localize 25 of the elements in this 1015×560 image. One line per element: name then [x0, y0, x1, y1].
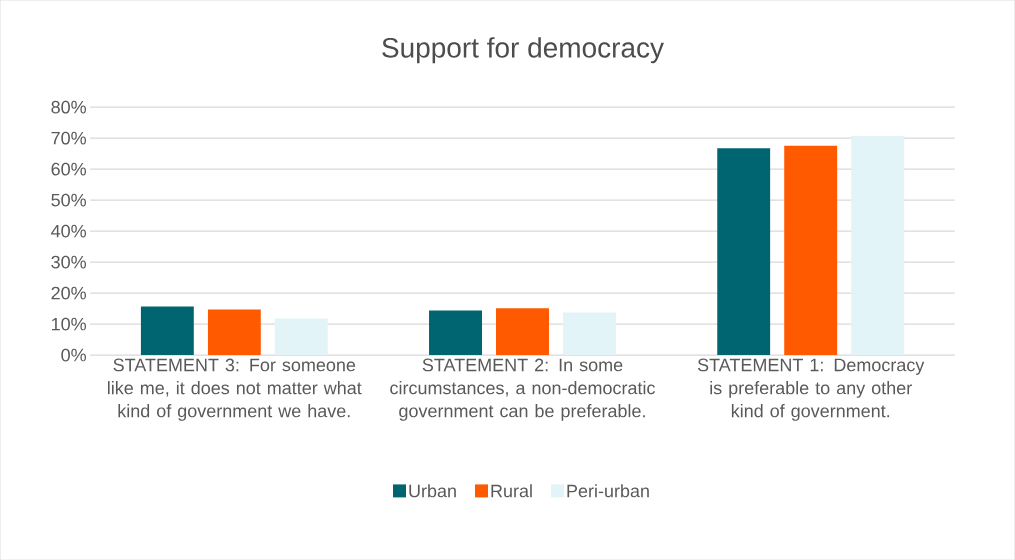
y-tick-label: 80% — [51, 100, 86, 114]
bar — [717, 148, 771, 355]
x-tick-label: STATEMENT 2: In some circumstances, a non-democratic government can be preferable. — [390, 358, 655, 421]
legend-label: Peri-urban — [567, 484, 649, 498]
x-tick-label: STATEMENT 1: Democracy is preferable to any other kind of government. — [697, 358, 925, 421]
bar — [851, 135, 905, 355]
bar — [207, 309, 261, 355]
bar — [274, 318, 328, 355]
y-tick-label: 60% — [51, 162, 86, 176]
chart-title: Support for democracy — [382, 37, 664, 64]
bar — [784, 145, 838, 355]
bar — [496, 308, 549, 355]
y-tick-label: 70% — [51, 131, 86, 145]
y-tick-label: 30% — [51, 255, 86, 269]
y-tick-label: 0% — [61, 348, 86, 362]
y-tick-label: 40% — [51, 224, 86, 238]
y-tick-label: 20% — [51, 286, 86, 300]
legend-label: Urban — [409, 484, 456, 498]
legend-label: Rural — [491, 484, 532, 498]
x-tick-label: STATEMENT 3: For someone like me, it does not matter what kind of government we have. — [107, 358, 362, 421]
y-tick-label: 10% — [51, 317, 86, 331]
bar — [562, 312, 616, 355]
y-tick-label: 50% — [51, 193, 86, 207]
bar — [140, 306, 194, 355]
bar — [429, 310, 483, 355]
